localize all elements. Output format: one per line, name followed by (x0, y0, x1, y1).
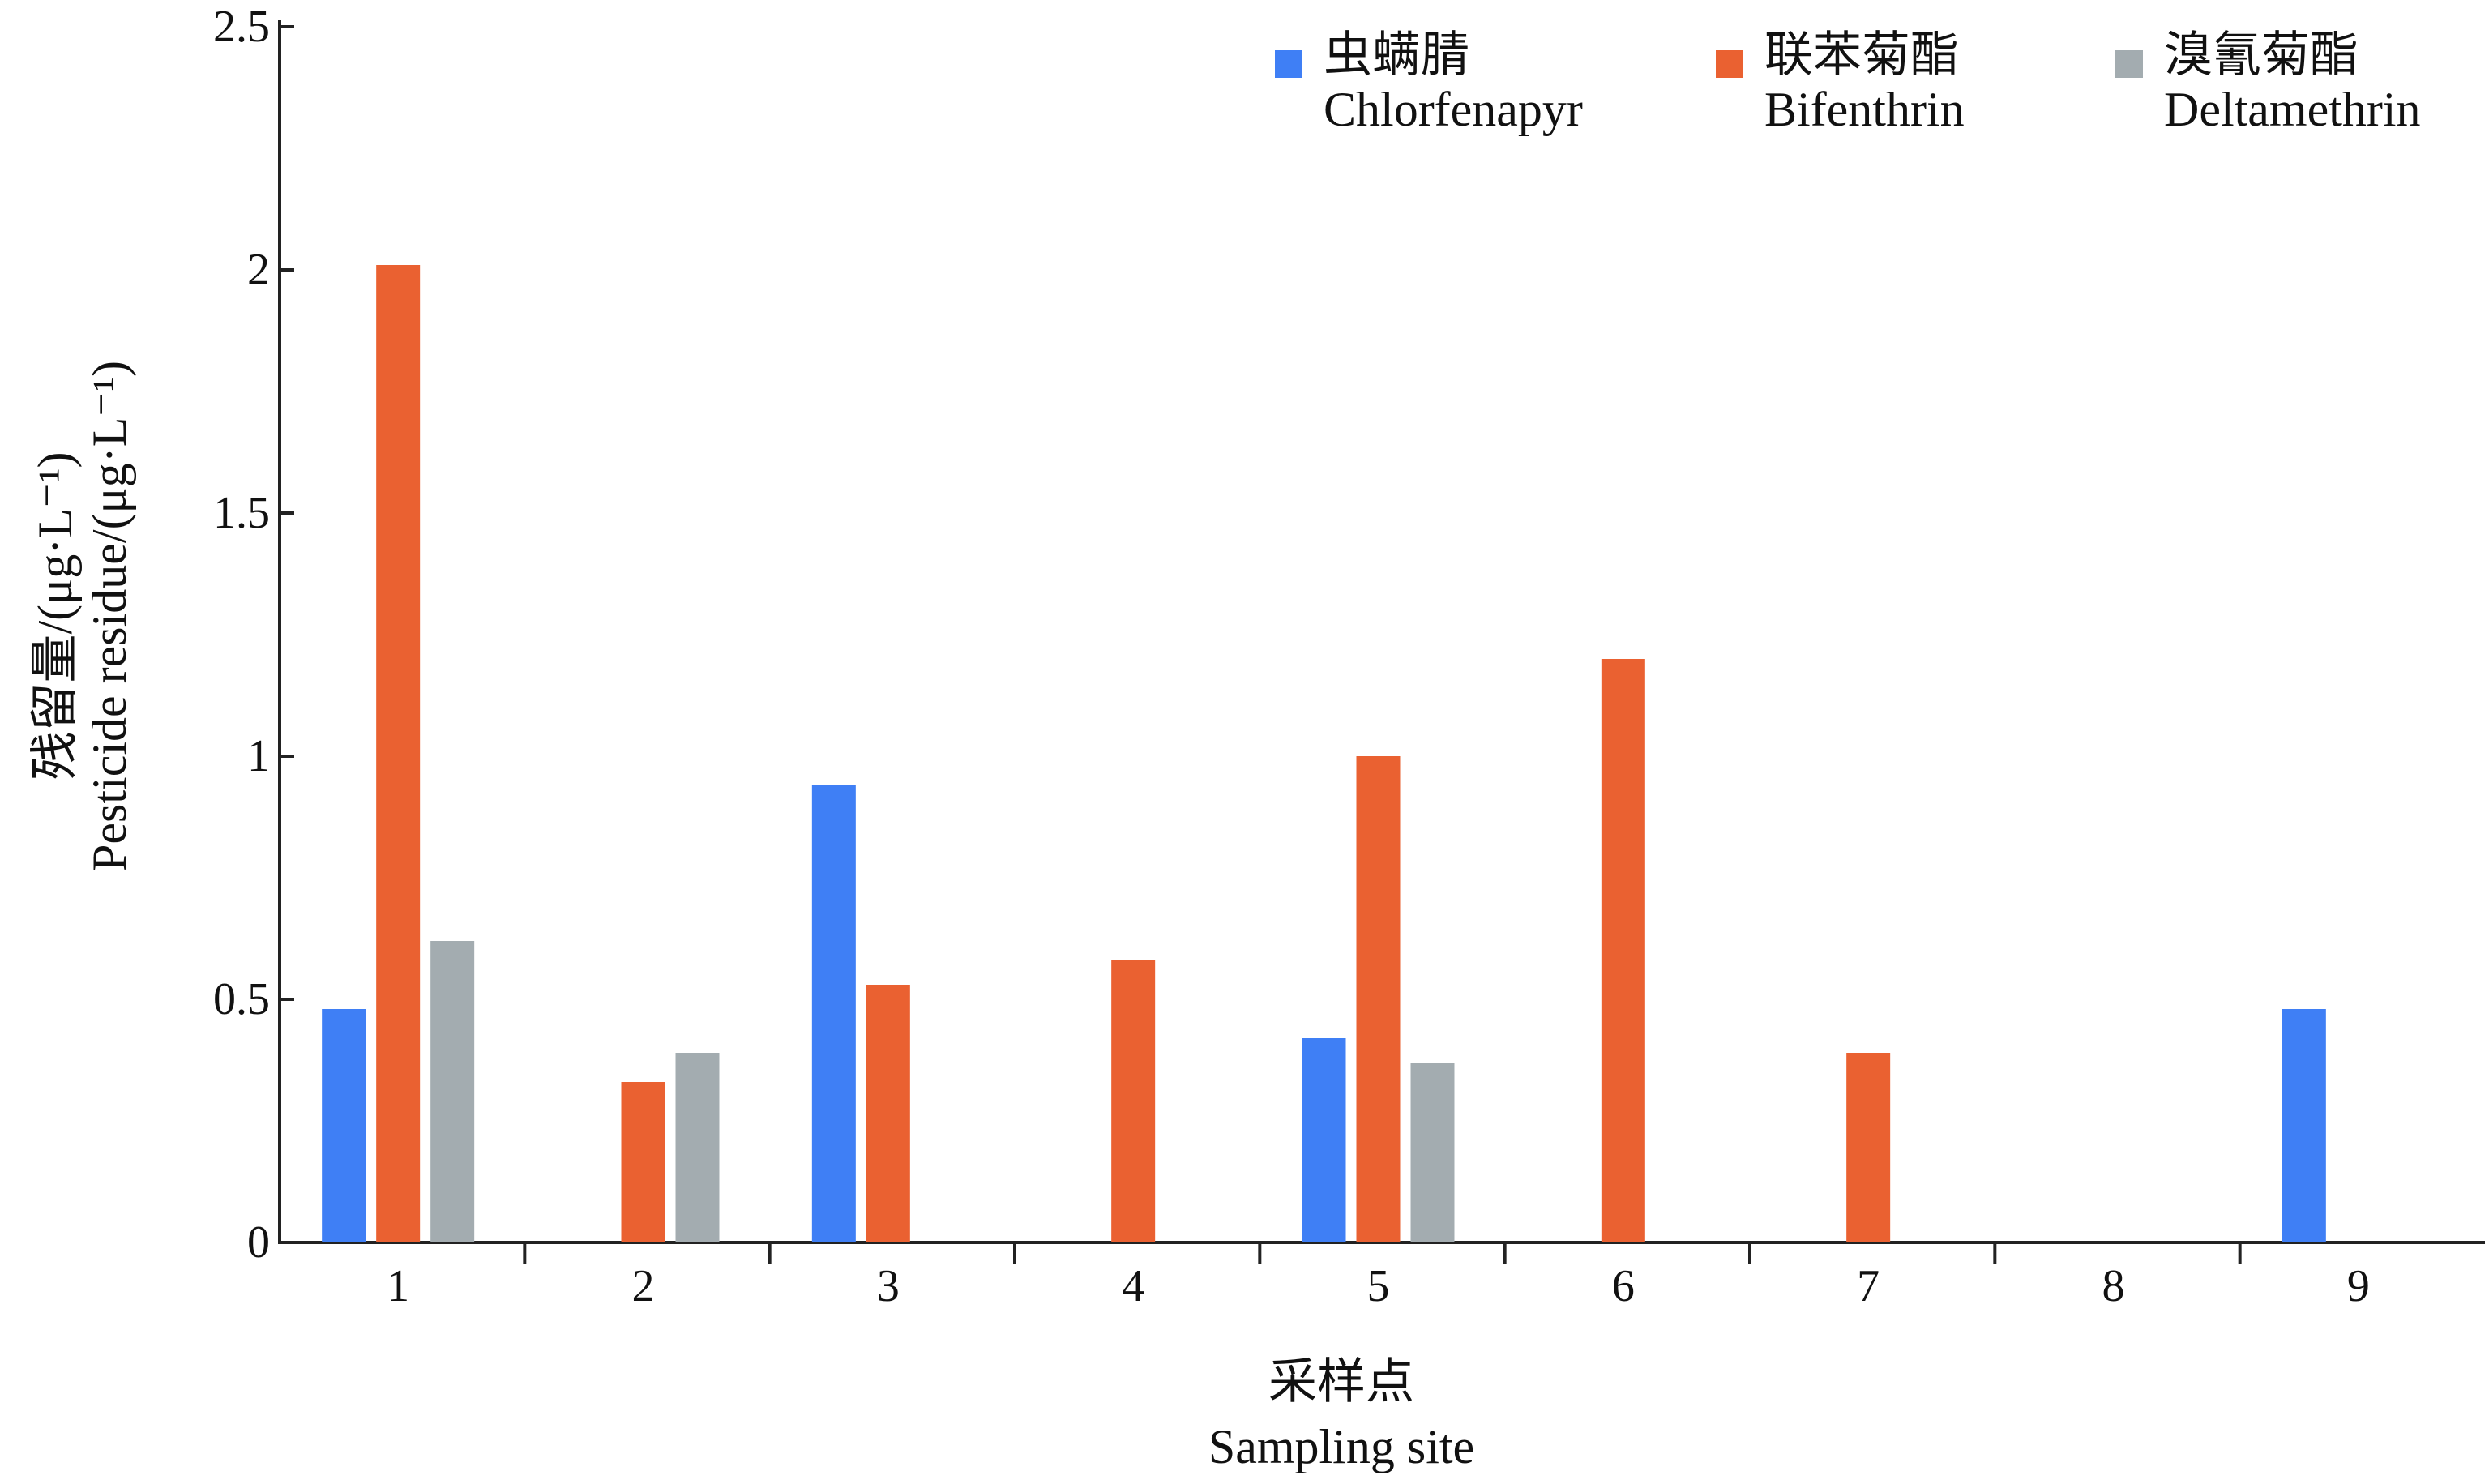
legend-label-cn: 联苯菊酯 (1764, 28, 1959, 82)
bars-group (322, 265, 2326, 1242)
bar-deltamethrin-site-5 (1410, 1063, 1455, 1242)
y-tick-label: 0.5 (213, 974, 270, 1024)
y-axis-title-en: Pesticide residue/(μg·L⁻¹) (83, 361, 136, 871)
legend-label-en: Chlorfenapyr (1324, 83, 1583, 136)
y-tick-label: 2 (247, 245, 270, 295)
x-tick-label: 4 (1122, 1261, 1144, 1311)
y-tick-label: 1.5 (213, 488, 270, 538)
y-tick-label: 2.5 (213, 2, 270, 52)
x-tick-label: 9 (2347, 1261, 2370, 1311)
x-ticks-group: 1 2 3 4 5 6 7 8 9 (387, 1242, 2370, 1311)
bar-deltamethrin-site-1 (430, 941, 475, 1242)
bar-bifenthrin-site-6 (1601, 659, 1645, 1242)
legend-label-cn: 溴氰菊酯 (2164, 28, 2359, 82)
legend-label-cn: 虫螨腈 (1324, 28, 1469, 82)
legend-swatch-chlorfenapyr (1275, 50, 1302, 78)
bar-bifenthrin-site-3 (866, 985, 910, 1242)
x-tick-label: 7 (1857, 1261, 1880, 1311)
x-axis-title-cn: 采样点 (1268, 1355, 1414, 1409)
x-tick-label: 1 (387, 1261, 409, 1311)
plot-area: 0 0.5 1 1.5 2 2.5 1 2 3 4 5 6 7 8 9 (213, 2, 2485, 1311)
bar-bifenthrin-site-5 (1356, 756, 1401, 1242)
legend-swatch-deltamethrin (2115, 50, 2143, 78)
bar-bifenthrin-site-2 (621, 1082, 665, 1242)
legend-swatch-bifenthrin (1716, 50, 1743, 78)
x-tick-label: 2 (632, 1261, 655, 1311)
y-tick-label: 0 (247, 1217, 270, 1268)
bar-bifenthrin-site-7 (1846, 1053, 1891, 1242)
bar-bifenthrin-site-4 (1111, 960, 1156, 1242)
bar-chlorfenapyr-site-5 (1302, 1038, 1346, 1242)
bar-chlorfenapyr-site-1 (322, 1009, 366, 1242)
x-tick-label: 8 (2102, 1261, 2125, 1311)
y-tick-label: 1 (247, 731, 270, 781)
bar-bifenthrin-site-1 (376, 265, 421, 1242)
bar-chlorfenapyr-site-9 (2282, 1009, 2326, 1242)
legend-label-en: Bifenthrin (1764, 83, 1965, 136)
y-ticks-group: 0 0.5 1 1.5 2 2.5 (213, 2, 294, 1268)
bar-deltamethrin-site-2 (675, 1053, 720, 1242)
legend-label-en: Deltamethrin (2164, 83, 2421, 136)
x-axis-title-en: Sampling site (1208, 1420, 1474, 1473)
bar-chlorfenapyr-site-3 (811, 785, 856, 1242)
x-tick-label: 3 (877, 1261, 900, 1311)
x-tick-label: 5 (1367, 1261, 1390, 1311)
y-axis-title-cn: 残留量/(μg·L⁻¹) (28, 451, 82, 780)
x-tick-label: 6 (1612, 1261, 1635, 1311)
